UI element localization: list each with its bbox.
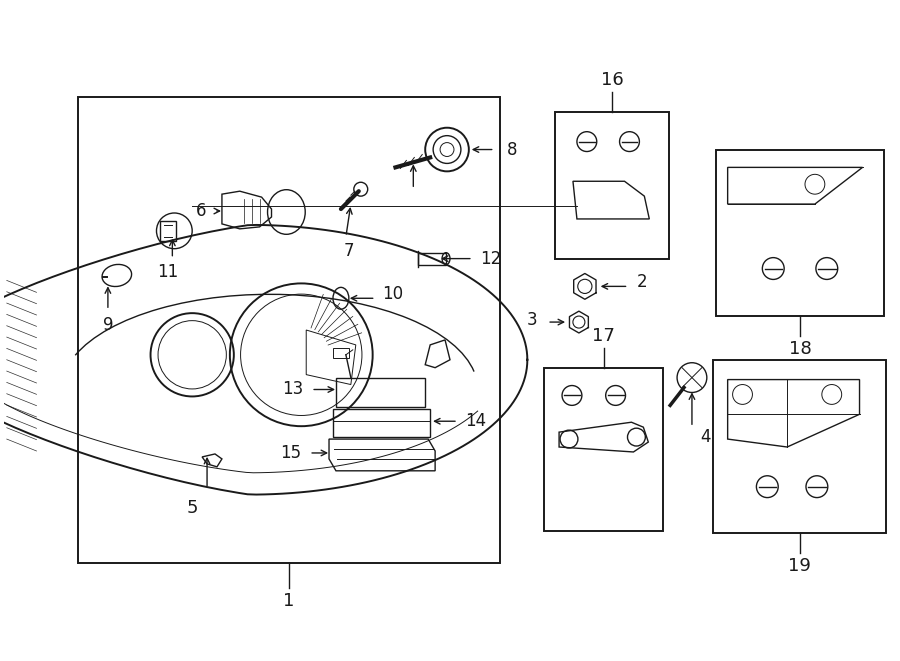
Bar: [555, 112, 669, 258]
Text: 12: 12: [480, 250, 501, 268]
Text: 4: 4: [700, 428, 710, 446]
Text: 17: 17: [592, 327, 615, 345]
Text: 13: 13: [282, 381, 303, 399]
Bar: [336, 377, 425, 407]
Bar: [78, 97, 500, 563]
Bar: [544, 368, 663, 531]
Text: 15: 15: [280, 444, 302, 462]
Text: 19: 19: [788, 557, 811, 575]
Text: 3: 3: [526, 311, 537, 329]
Bar: [418, 253, 446, 264]
Text: 10: 10: [382, 286, 404, 303]
Bar: [333, 348, 349, 358]
Bar: [160, 221, 176, 241]
Bar: [333, 409, 430, 437]
Text: 11: 11: [157, 264, 178, 282]
Text: 6: 6: [195, 202, 206, 220]
Text: 5: 5: [186, 500, 198, 518]
Text: 8: 8: [507, 141, 517, 159]
Bar: [713, 360, 886, 533]
Text: 18: 18: [788, 340, 812, 358]
Text: 16: 16: [601, 71, 624, 89]
Text: 2: 2: [636, 274, 647, 292]
Text: 14: 14: [465, 412, 486, 430]
Text: 9: 9: [103, 316, 113, 334]
Bar: [716, 149, 885, 316]
Text: 7: 7: [344, 242, 354, 260]
Text: 1: 1: [284, 592, 294, 609]
